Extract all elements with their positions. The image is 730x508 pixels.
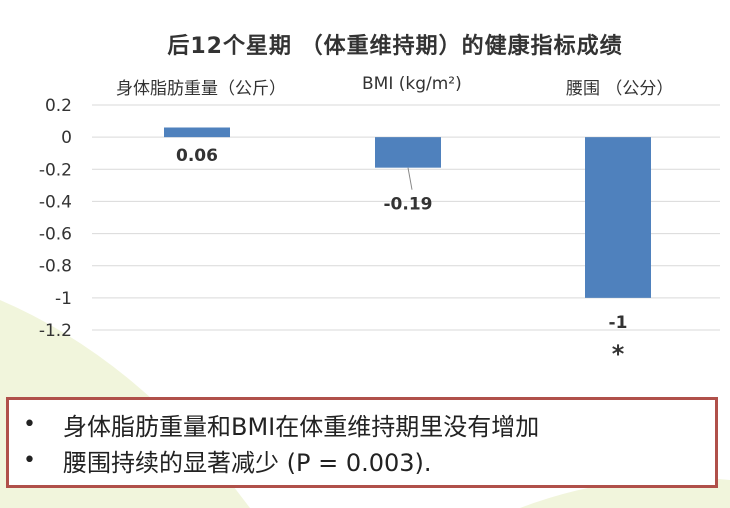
bar xyxy=(375,137,441,168)
bar xyxy=(164,127,230,138)
label-leader-line xyxy=(407,167,413,190)
y-tick-label: -0.2 xyxy=(39,160,72,180)
summary-box: • 身体脂肪重量和BMI在体重维持期里没有增加 • 腰围持续的显著减少 (P =… xyxy=(6,397,718,488)
chart-title: 后12个星期 （体重维持期）的健康指标成绩 xyxy=(167,34,623,59)
y-tick-label: -0.6 xyxy=(39,225,72,245)
category-label-bmi: BMI (kg/m²) xyxy=(362,74,462,94)
summary-text-1: 身体脂肪重量和BMI在体重维持期里没有增加 xyxy=(63,412,540,441)
y-tick-label: -1.2 xyxy=(39,321,72,341)
bar xyxy=(585,137,651,298)
category-label-waist: 腰围 （公分） xyxy=(566,79,674,99)
y-tick-label: -1 xyxy=(55,289,72,309)
y-tick-label: 0.2 xyxy=(45,96,72,116)
category-label-body-fat: 身体脂肪重量（公斤） xyxy=(116,79,286,99)
summary-line: • 腰围持续的显著减少 (P = 0.003). xyxy=(23,442,715,478)
y-tick-label: -0.8 xyxy=(39,257,72,277)
y-tick-label: 0 xyxy=(61,128,72,148)
summary-line: • 身体脂肪重量和BMI在体重维持期里没有增加 xyxy=(23,406,715,442)
bullet-icon: • xyxy=(23,411,36,437)
data-label: -0.19 xyxy=(384,195,433,215)
data-label: 0.06 xyxy=(176,146,218,166)
data-label: -1 xyxy=(609,313,628,333)
bullet-icon: • xyxy=(23,447,36,473)
y-tick-label: -0.4 xyxy=(39,192,72,212)
significance-mark: * xyxy=(612,340,625,368)
summary-text-2: 腰围持续的显著减少 (P = 0.003). xyxy=(63,448,432,477)
